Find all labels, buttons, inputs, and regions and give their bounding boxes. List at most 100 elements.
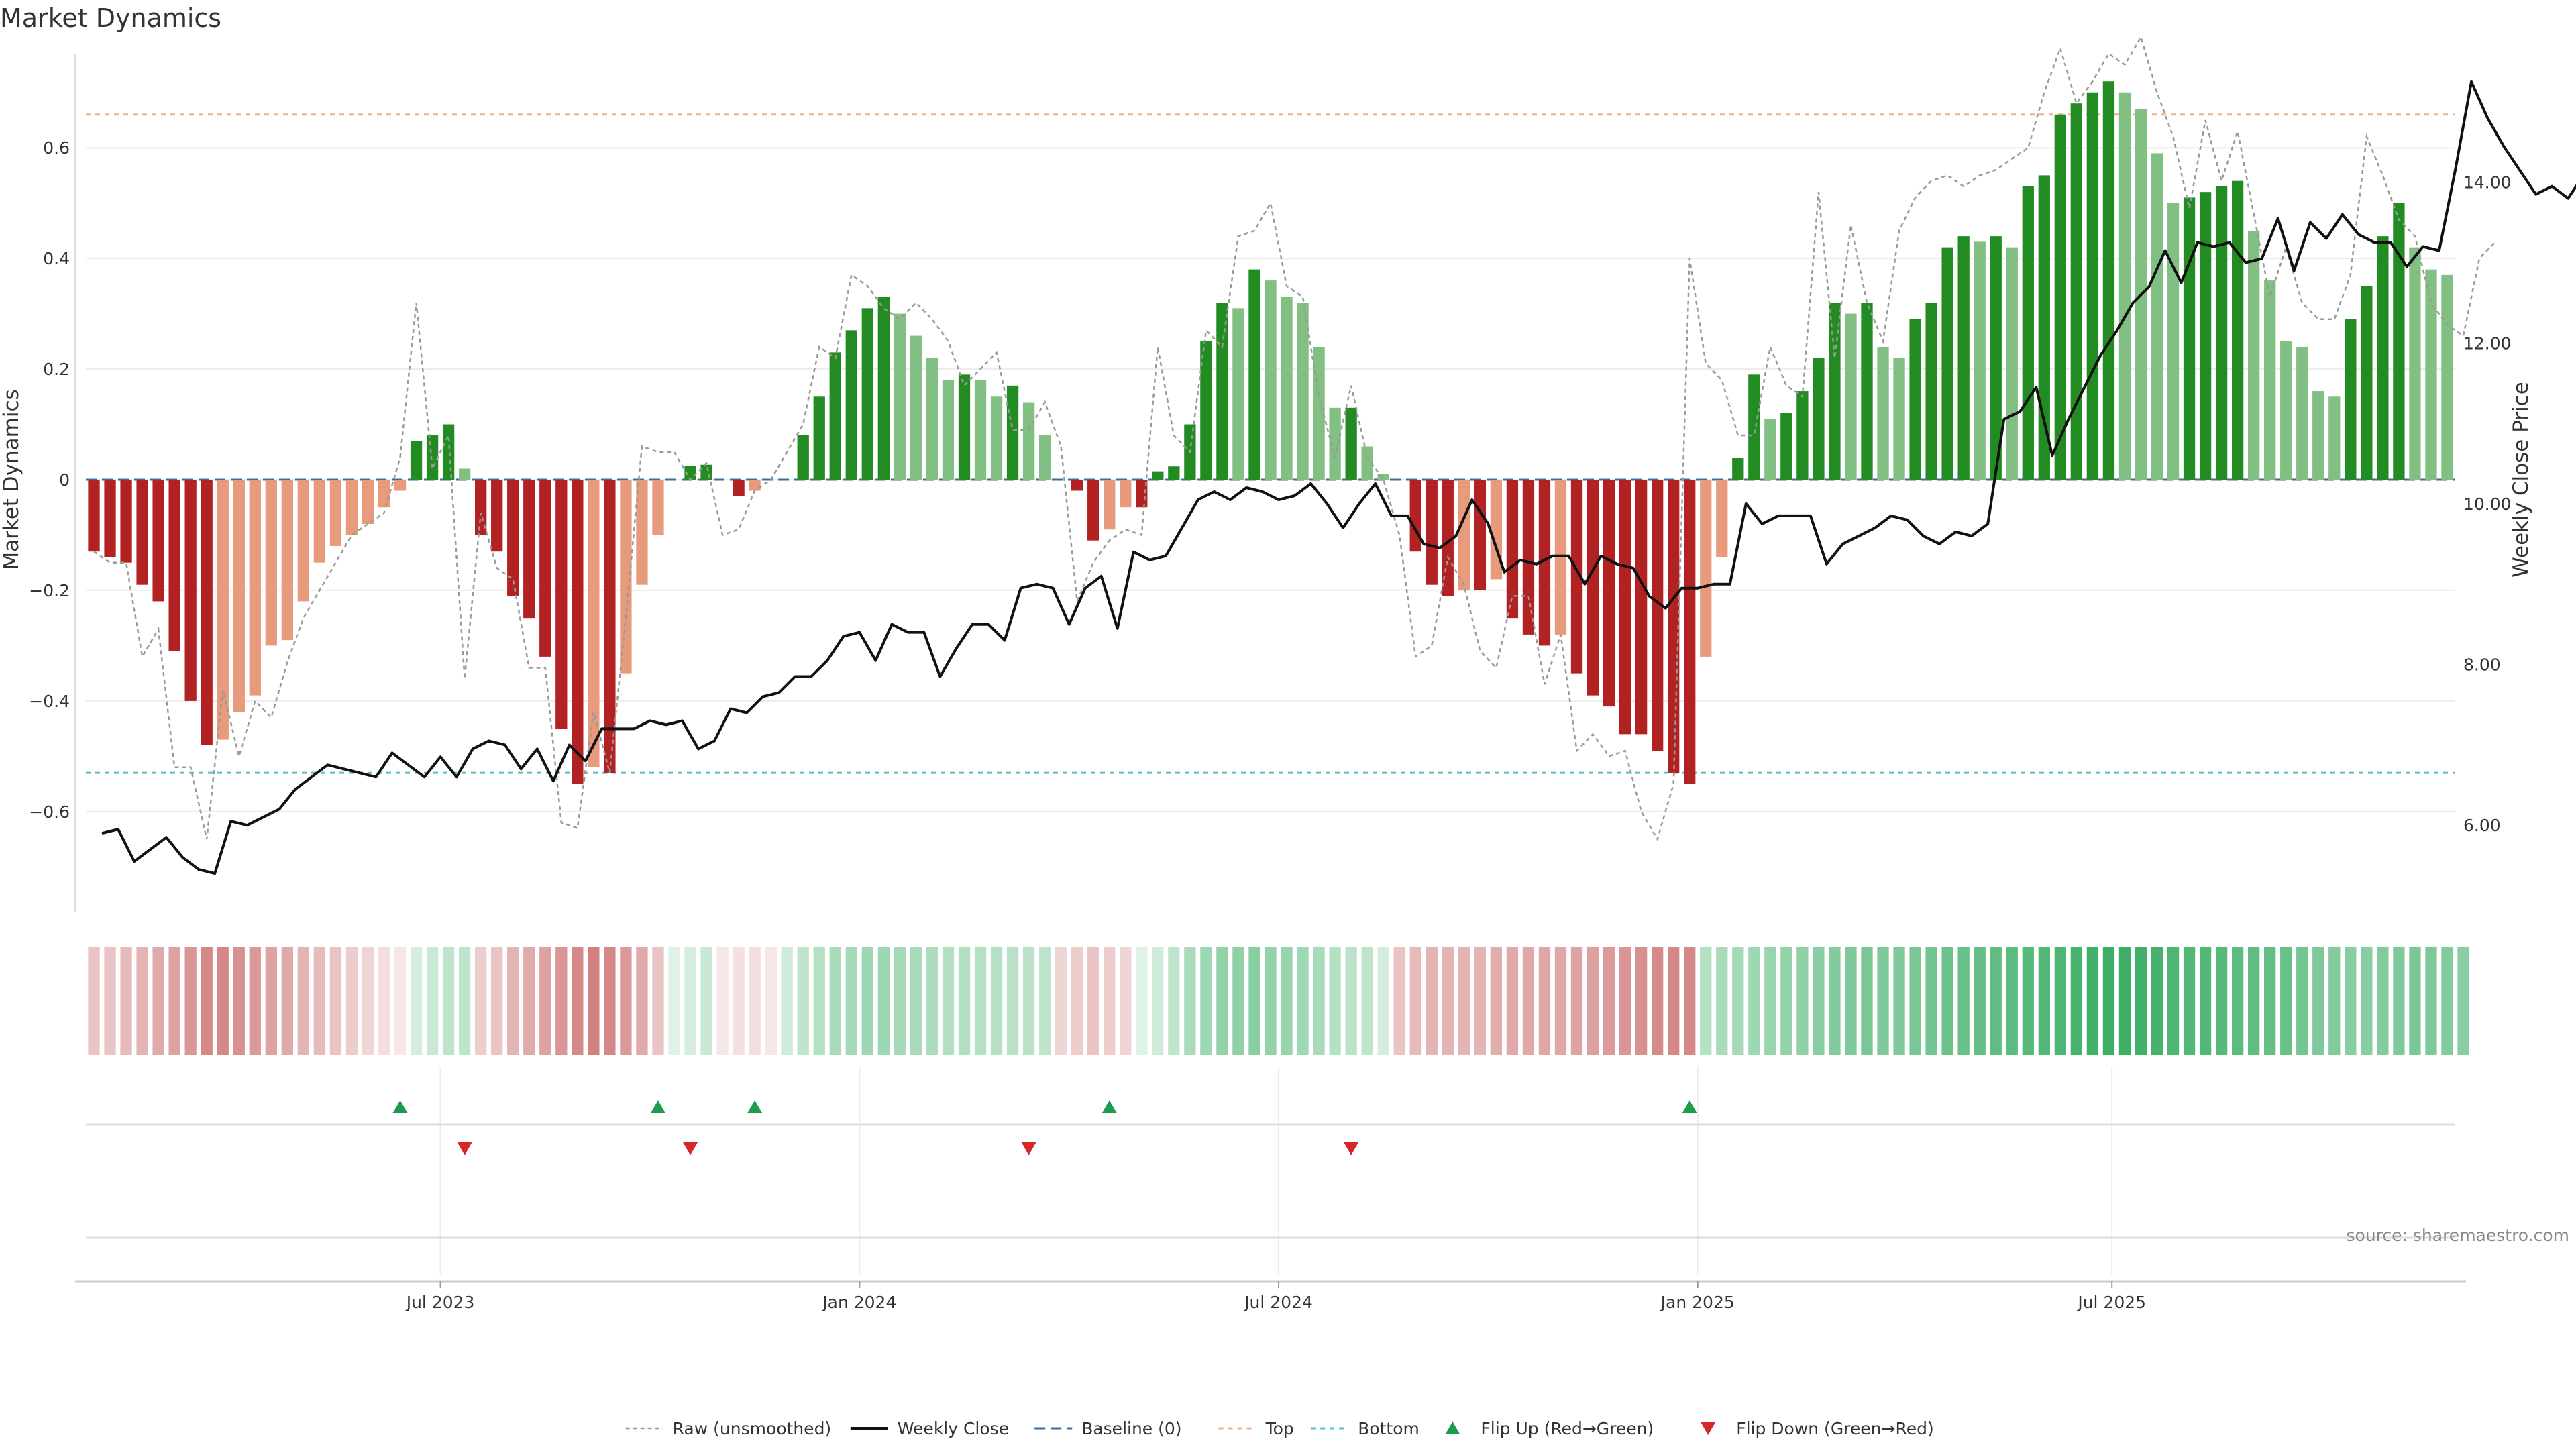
heat-cell bbox=[700, 947, 712, 1055]
momentum-bars bbox=[88, 81, 2453, 784]
momentum-bar bbox=[926, 358, 938, 480]
momentum-bar bbox=[2312, 391, 2324, 480]
heat-cell bbox=[104, 947, 116, 1055]
momentum-bar bbox=[1120, 480, 1132, 508]
heat-cell bbox=[1104, 947, 1116, 1055]
momentum-bar bbox=[588, 480, 600, 767]
momentum-bar bbox=[1877, 347, 1889, 480]
heat-cell bbox=[1603, 947, 1615, 1055]
heat-cell bbox=[2361, 947, 2373, 1055]
heat-cell bbox=[313, 947, 326, 1055]
weekly-close-series bbox=[101, 80, 2576, 875]
momentum-bar bbox=[539, 480, 551, 657]
heat-cell bbox=[2215, 947, 2228, 1055]
heat-cell bbox=[345, 947, 358, 1055]
heat-cell bbox=[2296, 947, 2308, 1055]
momentum-bar bbox=[2151, 153, 2163, 480]
momentum-bar bbox=[2393, 203, 2405, 480]
momentum-bar bbox=[2425, 269, 2437, 480]
heat-cell bbox=[588, 947, 600, 1055]
momentum-bar bbox=[1168, 466, 1180, 480]
heat-cell bbox=[2312, 947, 2324, 1055]
heat-cell bbox=[120, 947, 132, 1055]
momentum-bar bbox=[1522, 480, 1535, 635]
flip-up-marker bbox=[650, 1100, 665, 1113]
y-tick-label-left: 0 bbox=[59, 470, 70, 490]
heat-cell bbox=[845, 947, 857, 1055]
momentum-bar bbox=[2280, 341, 2292, 480]
heat-cell bbox=[523, 947, 535, 1055]
heat-cell bbox=[2441, 947, 2453, 1055]
momentum-bar bbox=[829, 352, 841, 480]
momentum-bar bbox=[1635, 480, 1648, 735]
momentum-bar bbox=[942, 380, 955, 480]
momentum-bar bbox=[1216, 303, 1228, 480]
heat-cell bbox=[1200, 947, 1212, 1055]
heat-cell bbox=[1458, 947, 1470, 1055]
momentum-bar bbox=[281, 480, 293, 641]
momentum-bar bbox=[2006, 247, 2018, 480]
heat-cell bbox=[410, 947, 423, 1055]
legend-label: Baseline (0) bbox=[1081, 1419, 1181, 1438]
momentum-bar bbox=[1458, 480, 1470, 590]
heat-cell bbox=[2006, 947, 2018, 1055]
momentum-bar bbox=[1071, 480, 1083, 491]
heat-cell bbox=[491, 947, 503, 1055]
heat-cell bbox=[1829, 947, 1841, 1055]
momentum-bar bbox=[1780, 413, 1792, 480]
heat-cell bbox=[668, 947, 680, 1055]
x-tick-label: Jan 2025 bbox=[1660, 1293, 1735, 1312]
heat-cell bbox=[2248, 947, 2260, 1055]
heat-cell bbox=[2151, 947, 2163, 1055]
momentum-bar bbox=[1700, 480, 1712, 657]
heat-cell bbox=[797, 947, 809, 1055]
legend-label: Flip Up (Red→Green) bbox=[1481, 1419, 1654, 1438]
momentum-bar bbox=[1570, 480, 1583, 674]
heat-cell bbox=[1619, 947, 1631, 1055]
legend-item-close: Weekly Close bbox=[850, 1419, 1009, 1438]
heat-cell bbox=[620, 947, 632, 1055]
legend-item-flip_up: Flip Up (Red→Green) bbox=[1445, 1419, 1654, 1438]
momentum-bar bbox=[636, 480, 648, 585]
heat-cell bbox=[942, 947, 955, 1055]
momentum-bar bbox=[2054, 114, 2066, 480]
heat-cell bbox=[1716, 947, 1728, 1055]
momentum-bar bbox=[184, 480, 197, 701]
heat-cell bbox=[1071, 947, 1083, 1055]
heat-cell bbox=[1957, 947, 1970, 1055]
momentum-bar bbox=[2118, 92, 2131, 480]
momentum-bar bbox=[1941, 247, 1953, 480]
heat-cell bbox=[2393, 947, 2405, 1055]
momentum-bar bbox=[507, 480, 519, 596]
legend-label: Flip Down (Green→Red) bbox=[1736, 1419, 1934, 1438]
raw-line bbox=[93, 35, 2496, 842]
momentum-bar bbox=[217, 480, 229, 740]
heat-cell bbox=[2086, 947, 2099, 1055]
momentum-bar bbox=[201, 480, 213, 745]
heat-cell bbox=[749, 947, 761, 1055]
heat-cell bbox=[475, 947, 487, 1055]
momentum-bar bbox=[700, 464, 712, 480]
momentum-bar bbox=[604, 480, 616, 773]
momentum-bar bbox=[2022, 186, 2034, 480]
heat-cell bbox=[1265, 947, 1277, 1055]
heat-cell bbox=[1925, 947, 1937, 1055]
y-tick-label-right: 6.00 bbox=[2463, 816, 2501, 835]
momentum-bar bbox=[1652, 480, 1664, 751]
momentum-bar bbox=[1893, 358, 1905, 480]
heat-cell bbox=[1442, 947, 1454, 1055]
momentum-bar bbox=[2167, 203, 2180, 480]
momentum-bar bbox=[1603, 480, 1615, 707]
heat-cell bbox=[1764, 947, 1776, 1055]
momentum-bar bbox=[733, 480, 745, 496]
raw-series bbox=[93, 35, 2496, 842]
flip-up-marker bbox=[1682, 1100, 1697, 1113]
momentum-bar bbox=[475, 480, 487, 535]
heat-cell bbox=[861, 947, 873, 1055]
heat-cell bbox=[2345, 947, 2357, 1055]
momentum-bar bbox=[797, 435, 809, 480]
flip-down-marker bbox=[457, 1142, 472, 1155]
momentum-bar bbox=[1442, 480, 1454, 596]
heat-cell bbox=[1297, 947, 1309, 1055]
momentum-bar bbox=[136, 480, 148, 585]
